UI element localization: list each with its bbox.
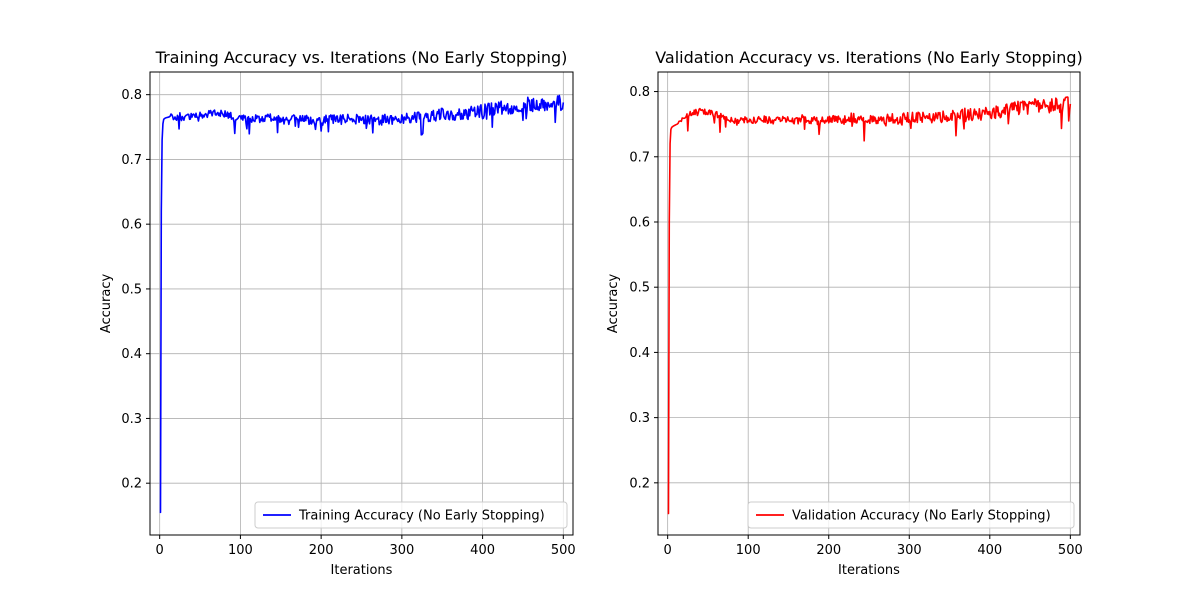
- axes-frame: [657, 71, 1081, 536]
- y-tick-label: 0.5: [629, 281, 650, 296]
- y-axis-label: Accuracy: [606, 274, 621, 334]
- x-tick-label: 500: [551, 543, 576, 558]
- y-tick-label: 0.3: [121, 412, 142, 427]
- y-axis-label: Accuracy: [99, 274, 114, 334]
- y-tick-label: 0.4: [121, 347, 142, 362]
- y-tick-label: 0.2: [629, 476, 650, 491]
- x-tick-label: 400: [977, 543, 1002, 558]
- x-tick-label: 300: [389, 543, 414, 558]
- x-axis-label: Iterations: [838, 563, 900, 578]
- chart-title: Training Accuracy vs. Iterations (No Ear…: [155, 48, 568, 67]
- y-tick-label: 0.5: [121, 282, 142, 297]
- x-tick-label: 400: [470, 543, 495, 558]
- x-tick-label: 0: [156, 543, 164, 558]
- legend: Training Accuracy (No Early Stopping): [254, 501, 568, 529]
- x-tick-label: 200: [816, 543, 841, 558]
- legend: Validation Accuracy (No Early Stopping): [747, 501, 1075, 529]
- axes-frame: [149, 71, 574, 536]
- chart-validation: 0 100 200 300 400 500 0.2 0.3 0.4 0.5 0.6 0.7 0.8 Val…: [606, 48, 1083, 578]
- x-tick-label: 0: [664, 543, 672, 558]
- y-tick-label: 0.7: [629, 150, 650, 165]
- series-line: [667, 96, 1072, 515]
- chart-training: 0 100 200 300 400 500 0.2 0.3 0.4 0.5 0.6 0.7 0.8 Tra…: [99, 48, 576, 578]
- chart-title: Validation Accuracy vs. Iterations (No E…: [655, 48, 1083, 67]
- x-tick-label: 200: [309, 543, 334, 558]
- legend-label: Training Accuracy (No Early Stopping): [298, 509, 545, 524]
- x-tick-label: 300: [897, 543, 922, 558]
- x-axis-label: Iterations: [331, 563, 393, 578]
- y-tick-label: 0.8: [629, 85, 650, 100]
- y-tick-label: 0.3: [629, 411, 650, 426]
- y-tick-label: 0.2: [121, 477, 142, 492]
- series-line: [159, 94, 565, 514]
- x-tick-label: 500: [1058, 543, 1083, 558]
- legend-box: [254, 501, 568, 529]
- y-tick-label: 0.6: [121, 218, 142, 233]
- y-tick-label: 0.8: [121, 88, 142, 103]
- x-tick-label: 100: [228, 543, 253, 558]
- legend-label: Validation Accuracy (No Early Stopping): [792, 509, 1051, 524]
- y-tick-label: 0.7: [121, 153, 142, 168]
- y-tick-label: 0.4: [629, 346, 650, 361]
- y-tick-label: 0.6: [629, 215, 650, 230]
- legend-box: [747, 501, 1075, 529]
- x-tick-label: 100: [736, 543, 761, 558]
